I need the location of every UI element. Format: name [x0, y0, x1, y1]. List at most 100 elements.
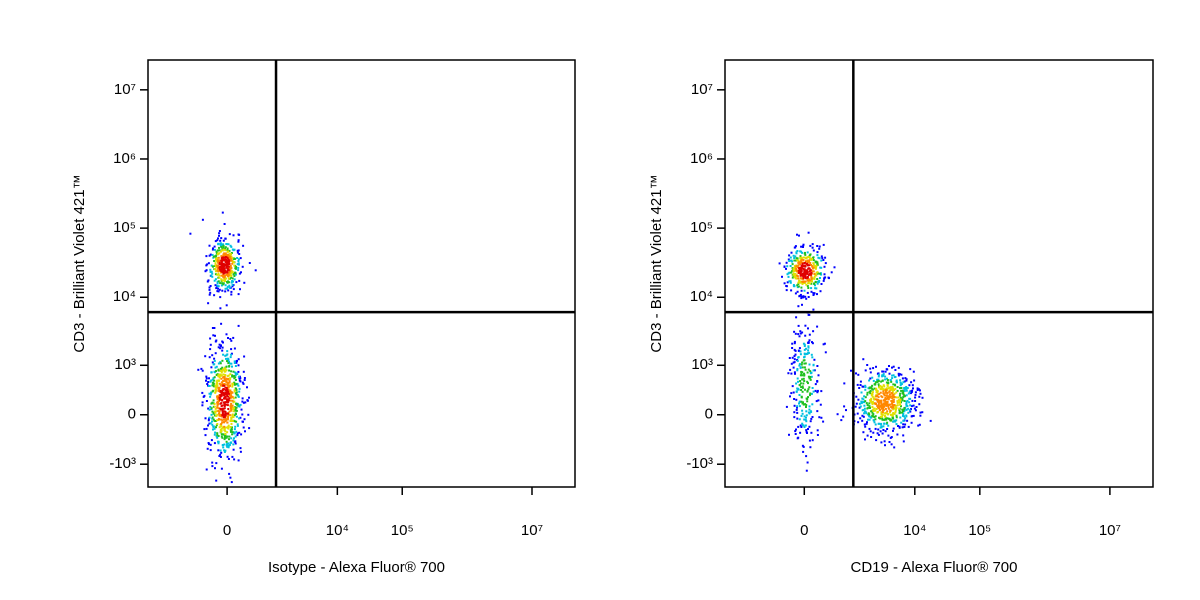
event-dot	[214, 467, 216, 470]
event-dot	[843, 382, 846, 385]
event-dot	[226, 455, 229, 458]
event-dot	[886, 410, 889, 413]
event-dot	[890, 436, 893, 439]
event-dot	[205, 379, 207, 382]
event-dot	[910, 415, 913, 418]
event-dot	[802, 382, 805, 385]
event-dot	[791, 260, 794, 263]
event-dot	[798, 400, 801, 403]
event-dot	[241, 381, 244, 384]
event-dot	[224, 413, 227, 416]
event-dot	[900, 389, 903, 392]
event-dot	[872, 419, 875, 422]
event-dot	[217, 440, 220, 443]
event-dot	[892, 412, 895, 414]
event-dot	[230, 290, 233, 293]
event-dot	[223, 378, 226, 381]
event-dot	[219, 266, 222, 268]
event-dot	[783, 282, 786, 285]
event-dot	[864, 388, 867, 391]
event-dot	[213, 376, 216, 379]
event-dot	[792, 366, 795, 369]
event-dot	[812, 390, 815, 393]
event-dot	[893, 404, 896, 406]
event-dot	[902, 419, 905, 422]
event-dot	[220, 424, 223, 427]
event-dot	[810, 353, 813, 356]
event-dot	[798, 384, 801, 387]
event-dot	[204, 434, 207, 437]
event-dot	[814, 389, 817, 392]
event-dot	[224, 418, 227, 421]
event-dot	[854, 405, 857, 408]
event-dot	[227, 277, 230, 280]
event-dot	[877, 383, 880, 386]
event-dot	[816, 365, 819, 367]
event-dot	[242, 244, 245, 247]
event-dot	[239, 416, 242, 419]
event-dot	[221, 369, 224, 372]
event-dot	[807, 349, 810, 352]
event-dot	[215, 250, 218, 253]
event-dot	[240, 433, 243, 436]
event-dot	[797, 283, 800, 285]
event-dot	[807, 346, 810, 349]
event-dot	[791, 347, 794, 349]
event-dot	[230, 422, 233, 425]
event-dot	[206, 263, 209, 266]
event-dot	[787, 275, 790, 278]
event-dot	[879, 391, 882, 394]
event-dot	[225, 398, 228, 401]
event-dot	[230, 271, 232, 274]
event-dot	[218, 252, 221, 255]
event-dot	[891, 397, 894, 400]
event-dot	[892, 383, 895, 386]
event-dot	[801, 422, 804, 425]
event-dot	[234, 379, 237, 381]
event-dot	[899, 384, 902, 387]
event-dot	[228, 391, 231, 394]
event-dot	[219, 373, 222, 376]
event-dot	[220, 435, 223, 438]
event-dot	[802, 274, 805, 277]
event-dot	[792, 268, 795, 271]
event-dot	[214, 390, 217, 393]
event-dot	[891, 374, 894, 377]
event-dot	[788, 259, 791, 262]
event-dot	[222, 246, 225, 249]
event-dot	[228, 286, 231, 289]
event-dot	[214, 340, 217, 343]
event-dot	[916, 389, 919, 391]
event-dot	[895, 379, 898, 382]
event-dot	[221, 249, 224, 252]
event-dot	[231, 395, 234, 398]
event-dot	[243, 355, 246, 358]
event-dot	[857, 421, 860, 424]
event-dot	[896, 389, 899, 392]
event-dot	[224, 401, 227, 404]
event-dot	[209, 395, 212, 398]
event-dot	[861, 414, 864, 417]
event-dot	[225, 266, 228, 269]
event-dot	[813, 264, 816, 267]
event-dot	[801, 366, 804, 369]
event-dot	[806, 432, 808, 434]
event-dot	[222, 272, 225, 275]
event-dot	[869, 406, 871, 409]
event-dot	[795, 428, 797, 431]
event-dot	[800, 274, 803, 277]
event-dot	[793, 330, 796, 333]
event-dot	[212, 265, 214, 268]
event-dot	[220, 284, 223, 287]
event-dot	[209, 291, 212, 294]
event-dot	[221, 382, 224, 385]
event-dot	[215, 414, 218, 417]
event-dot	[217, 369, 220, 372]
event-dot	[219, 243, 222, 246]
event-dot	[873, 398, 876, 401]
event-dot	[229, 476, 232, 479]
event-dot	[805, 272, 808, 275]
event-dot	[812, 292, 815, 295]
event-dot	[805, 297, 808, 300]
event-dot	[809, 378, 812, 381]
